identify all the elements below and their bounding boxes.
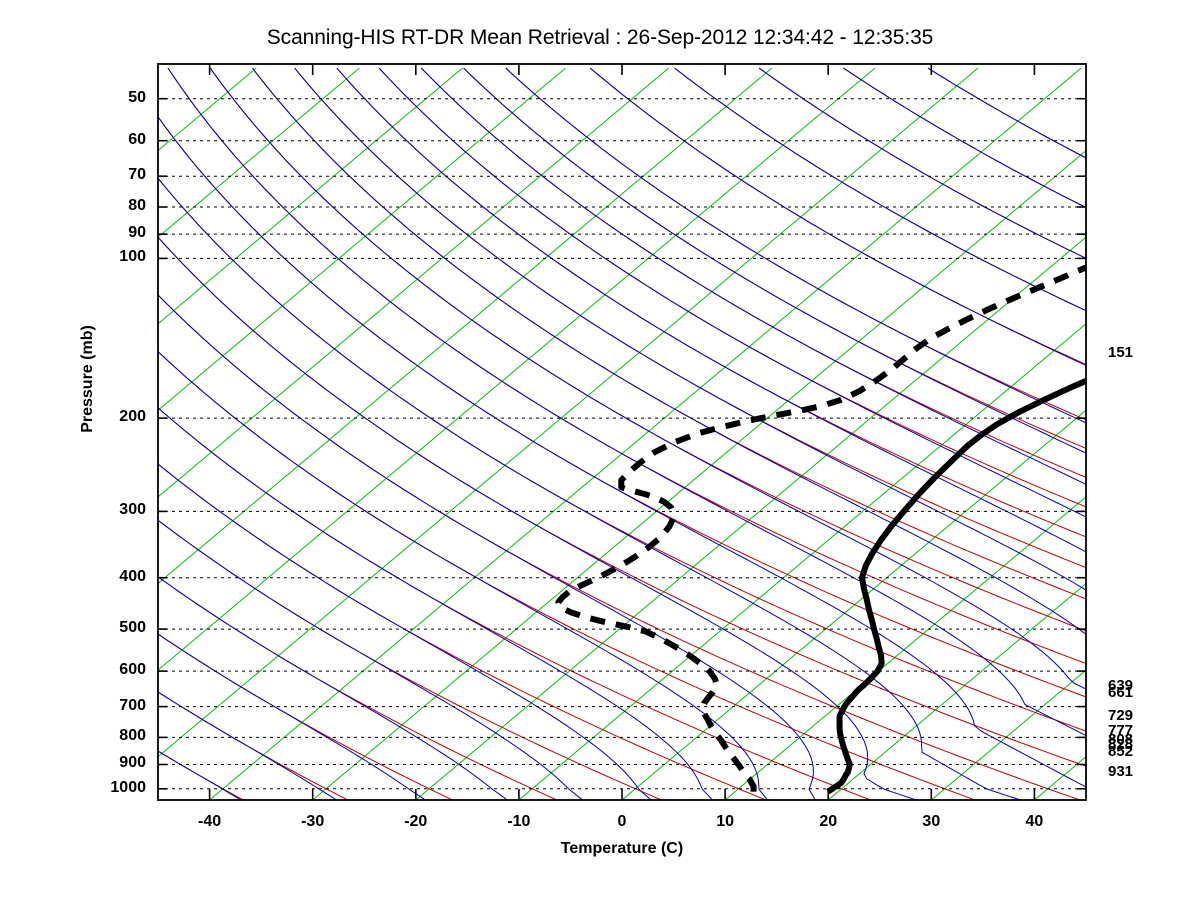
temperature-profile-line xyxy=(826,377,1086,795)
isotherm-line xyxy=(930,669,1086,800)
dry-adiabat-line xyxy=(158,350,976,800)
x-tick-label: -30 xyxy=(301,813,325,830)
plot-frame xyxy=(157,63,1087,801)
x-tick-label: 10 xyxy=(716,813,734,830)
moist-adiabat-line xyxy=(505,67,1086,424)
y-tick-label: 300 xyxy=(119,501,146,519)
right-annotation-label: 808 xyxy=(1108,730,1134,748)
moist-adiabat-line xyxy=(158,463,652,800)
y-tick-label: 200 xyxy=(119,408,146,426)
isotherm-line xyxy=(158,67,979,758)
dry-adiabat-line xyxy=(158,463,767,800)
dry-adiabat-line xyxy=(505,67,1086,421)
moist-adiabat-line xyxy=(843,67,1086,209)
dry-adiabat-line xyxy=(294,67,1086,569)
isotherm-line xyxy=(209,67,1082,800)
x-tick-label: 0 xyxy=(617,813,627,830)
dry-adiabat-line xyxy=(589,67,1086,365)
isotherm-line xyxy=(158,67,670,498)
moist-adiabat-line xyxy=(158,633,426,800)
moist-adiabat-line xyxy=(927,67,1086,159)
right-annotation-label: 729 xyxy=(1108,706,1134,724)
right-annotation-label: 931 xyxy=(1108,763,1134,781)
y-tick-label: 50 xyxy=(128,88,146,106)
page-title: Scanning-HIS RT-DR Mean Retrieval : 26-S… xyxy=(266,26,934,49)
moist-adiabat-line xyxy=(158,116,1086,788)
x-tick-label: -40 xyxy=(197,813,222,830)
moist-adiabat-line xyxy=(158,294,816,800)
isotherm-line xyxy=(621,409,1086,800)
right-annotation-label: 151 xyxy=(1108,344,1134,362)
y-tick-label: 900 xyxy=(119,754,146,772)
y-tick-label: 500 xyxy=(119,619,146,637)
moist-adiabat-line xyxy=(158,407,713,800)
moist-adiabat-line xyxy=(252,67,1086,635)
right-annotation-label: 639 xyxy=(1108,676,1134,694)
moist-adiabat-line xyxy=(758,67,1086,259)
moist-adiabat-line xyxy=(378,67,1086,518)
background-grid-lines xyxy=(158,67,1200,800)
isotherm-line xyxy=(312,149,1086,800)
moist-adiabat-line xyxy=(158,576,508,800)
moist-adiabat-line xyxy=(158,691,337,800)
moist-adiabat-line xyxy=(158,177,1021,800)
dry-adiabat-line xyxy=(378,67,1086,508)
moist-adiabat-line xyxy=(158,519,583,800)
isotherm-line xyxy=(158,67,360,238)
moist-adiabat-line xyxy=(167,67,1086,737)
dry-adiabat-line xyxy=(158,116,1086,698)
dry-adiabat-line xyxy=(674,67,1086,312)
y-tick-label: 80 xyxy=(128,196,146,214)
x-tick-label: -20 xyxy=(404,813,428,830)
isobar-gridlines xyxy=(158,64,1086,800)
right-annotation-label: 661 xyxy=(1108,684,1134,702)
y-tick-label: 100 xyxy=(119,248,146,266)
isotherm-line xyxy=(158,67,566,411)
dry-adiabat-line xyxy=(158,633,453,800)
y-tick-label: 600 xyxy=(119,661,146,679)
y-tick-label: 800 xyxy=(119,727,146,745)
y-tick-label: 70 xyxy=(128,166,146,184)
x-tick-label: 40 xyxy=(1025,813,1044,830)
moist-adiabat-line xyxy=(674,67,1086,312)
isotherm-line xyxy=(158,67,876,671)
y-tick-label: 700 xyxy=(119,696,146,714)
moist-adiabat-line xyxy=(463,67,1086,454)
dry-adiabat-line xyxy=(158,294,1080,800)
isotherm-line xyxy=(158,67,773,585)
moist-adiabat-line xyxy=(209,67,1086,690)
moist-adiabat-line xyxy=(158,236,917,800)
isotherm-line xyxy=(827,582,1086,800)
dry-adiabat-line xyxy=(158,236,1086,767)
x-tick-label: -10 xyxy=(507,813,531,830)
isotherm-line xyxy=(1138,68,1200,800)
y-tick-label: 400 xyxy=(119,567,146,585)
isotherm-line xyxy=(158,67,463,325)
y-tick-label: 1000 xyxy=(110,778,146,796)
dry-adiabat-line xyxy=(336,67,1086,538)
x-axis-label: Temperature (C) xyxy=(560,840,684,857)
dry-adiabat-line xyxy=(158,519,662,800)
dewpoint-profile-line xyxy=(555,264,1086,792)
isotherm-line xyxy=(415,236,1086,800)
right-annotation-label: 852 xyxy=(1108,742,1134,760)
y-tick-label: 60 xyxy=(128,130,146,148)
moist-adiabat-line xyxy=(294,67,1086,591)
moist-adiabat-line xyxy=(589,67,1086,366)
right-annotation-label: 777 xyxy=(1108,721,1134,739)
moist-adiabat-line xyxy=(336,67,1086,553)
x-tick-label: 20 xyxy=(819,813,838,830)
isotherm-line xyxy=(518,323,1086,800)
dry-adiabat-line xyxy=(843,67,1086,209)
moist-adiabat-line xyxy=(158,350,768,800)
sounding-series xyxy=(555,264,1086,795)
right-annotation-label: 828 xyxy=(1108,736,1134,754)
y-tick-label: 90 xyxy=(128,224,146,242)
x-tick-label: 30 xyxy=(922,813,941,830)
